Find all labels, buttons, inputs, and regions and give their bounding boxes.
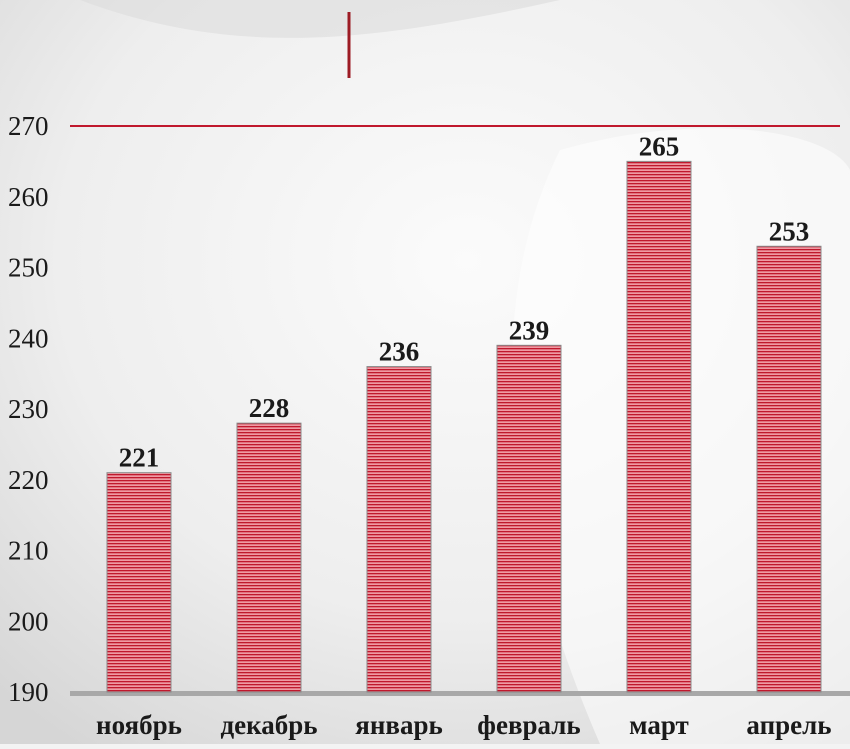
x-axis-baseline <box>70 691 850 696</box>
bar <box>496 344 562 693</box>
bar-value-label: 228 <box>249 393 290 423</box>
data-labels: 221 228 236 239 265 253 <box>119 131 810 472</box>
bar-value-label: 239 <box>509 315 550 345</box>
x-category-label: декабрь <box>220 710 317 740</box>
bar <box>236 422 302 693</box>
x-category-label: апрель <box>746 710 831 740</box>
bar <box>366 366 432 693</box>
y-tick-label: 210 <box>8 536 49 566</box>
bar-value-label: 221 <box>119 443 160 473</box>
y-tick-label: 200 <box>8 606 49 636</box>
y-tick-label: 270 <box>8 111 49 141</box>
bar <box>626 160 692 693</box>
y-tick-label: 260 <box>8 182 49 212</box>
bar-value-label: 253 <box>769 216 810 246</box>
bars <box>106 160 822 693</box>
background-swoosh-shadow <box>80 0 560 38</box>
bar-value-label: 236 <box>379 337 420 367</box>
y-tick-label: 230 <box>8 394 49 424</box>
y-tick-label: 190 <box>8 677 49 707</box>
bar <box>106 472 172 693</box>
x-category-label: ноябрь <box>96 710 182 740</box>
x-category-label: март <box>629 710 689 740</box>
x-category-label: январь <box>355 710 443 740</box>
bar <box>756 245 822 693</box>
bar-value-label: 265 <box>639 131 680 161</box>
x-axis-labels: ноябрь декабрь январь февраль март апрель <box>96 710 832 740</box>
y-axis-ticks: 190 200 210 220 230 240 250 260 270 <box>8 111 49 707</box>
y-tick-label: 250 <box>8 253 49 283</box>
y-tick-label: 240 <box>8 323 49 353</box>
y-tick-label: 220 <box>8 465 49 495</box>
x-category-label: февраль <box>477 710 580 740</box>
